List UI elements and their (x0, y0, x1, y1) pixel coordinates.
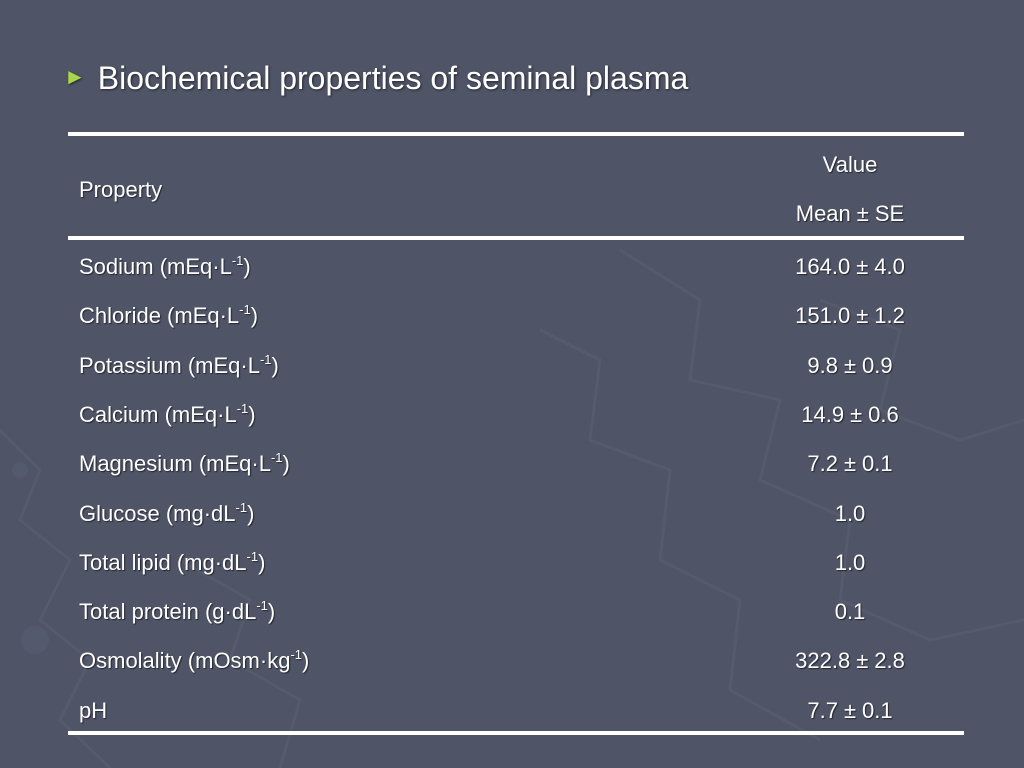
property-value: 1.0 (700, 499, 1000, 529)
plus-minus-sign: ± (843, 353, 857, 378)
property-name: pH (79, 696, 107, 726)
plus-minus-sign: ± (843, 451, 857, 476)
property-label: Chloride (mEq·L (79, 303, 240, 328)
slide-title: ► Biochemical properties of seminal plas… (64, 56, 688, 100)
property-label-close: ) (282, 451, 290, 476)
se-value: 0.6 (868, 402, 899, 427)
unit-exponent: -1 (259, 352, 272, 367)
property-label: Magnesium (mEq·L (79, 451, 271, 476)
property-name: Chloride (mEq·L-1) (79, 301, 258, 331)
column-header-mean-se: Mean ± SE (700, 199, 1000, 229)
property-label-close: ) (267, 599, 276, 624)
unit-exponent: -1 (231, 253, 244, 268)
mean-value: 1.0 (834, 550, 866, 575)
plus-minus-sign: ± (850, 402, 863, 427)
plus-minus-sign: ± (856, 201, 869, 226)
mean-value: 7.7 (807, 698, 838, 723)
property-value: 7.7 ±0.1 (700, 696, 1000, 726)
plus-minus-sign: ± (843, 698, 857, 723)
mean-value: 0.1 (834, 599, 866, 624)
property-value: 322.8 ±2.8 (700, 646, 1000, 676)
property-label: pH (79, 698, 108, 723)
property-value: 14.9 ±0.6 (700, 400, 1000, 430)
triangle-bullet-icon: ► (64, 64, 86, 89)
property-value: 0.1 (700, 597, 1000, 627)
se-value: 0.9 (862, 353, 893, 378)
property-label: Sodium (mEq·L (79, 254, 232, 279)
property-value: 7.2 ±0.1 (700, 449, 1000, 479)
se-value: 2.8 (874, 648, 905, 673)
mean-value: 1.0 (834, 501, 866, 526)
column-header-value: Value (822, 152, 878, 177)
property-value: 164.0 ±4.0 (700, 252, 1000, 282)
mean-value: 9.8 (807, 353, 838, 378)
property-name: Glucose (mg·dL-1) (79, 499, 254, 529)
property-label-close: ) (247, 501, 255, 526)
unit-exponent: -1 (235, 500, 248, 515)
header-mean-label: Mean (795, 201, 851, 226)
unit-exponent: -1 (239, 302, 251, 317)
property-label-close: ) (243, 254, 251, 279)
property-label: Total lipid (mg·dL (79, 550, 247, 575)
table-top-rule (68, 132, 964, 136)
property-label-close: ) (271, 353, 279, 378)
se-value: 0.1 (862, 451, 893, 476)
unit-exponent: -1 (270, 450, 283, 465)
slide-title-text: Biochemical properties of seminal plasma (97, 59, 689, 96)
property-value: 151.0 ±1.2 (700, 301, 1000, 331)
table-bottom-rule (68, 731, 964, 735)
se-value: 4.0 (874, 254, 905, 279)
table-header-rule (68, 236, 964, 240)
property-name: Sodium (mEq·L-1) (79, 252, 251, 282)
property-name: Total lipid (mg·dL-1) (79, 548, 265, 578)
mean-value: 322.8 (795, 648, 851, 673)
property-label-close: ) (302, 648, 310, 673)
property-label: Glucose (mg·dL (79, 501, 236, 526)
se-value: 0.1 (862, 698, 893, 723)
property-label: Osmolality (mOsm·kg (79, 648, 291, 673)
property-name: Magnesium (mEq·L-1) (79, 449, 290, 479)
mean-value: 151.0 (795, 303, 851, 328)
plus-minus-sign: ± (856, 254, 869, 279)
column-header-property: Property (79, 177, 163, 202)
plus-minus-sign: ± (856, 648, 869, 673)
property-label-close: ) (248, 402, 256, 427)
property-value: 1.0 (700, 548, 1000, 578)
property-label-close: ) (250, 303, 259, 328)
mean-value: 164.0 (795, 254, 851, 279)
property-name: Potassium (mEq·L-1) (79, 351, 279, 381)
unit-exponent: -1 (246, 549, 259, 564)
property-name: Total protein (g·dL-1) (79, 597, 275, 627)
property-name: Calcium (mEq·L-1) (79, 400, 256, 430)
mean-value: 7.2 (807, 451, 838, 476)
unit-exponent: -1 (290, 647, 303, 662)
mean-value: 14.9 (801, 402, 845, 427)
unit-exponent: -1 (236, 401, 249, 416)
header-se-label: SE (874, 201, 905, 226)
property-label: Total protein (g·dL (79, 599, 257, 624)
property-value: 9.8 ±0.9 (700, 351, 1000, 381)
plus-minus-sign: ± (856, 303, 869, 328)
property-name: Osmolality (mOsm·kg-1) (79, 646, 309, 676)
property-label: Potassium (mEq·L (79, 353, 260, 378)
property-label: Calcium (mEq·L (79, 402, 237, 427)
unit-exponent: -1 (256, 598, 268, 613)
property-label-close: ) (258, 550, 266, 575)
se-value: 1.2 (874, 303, 905, 328)
